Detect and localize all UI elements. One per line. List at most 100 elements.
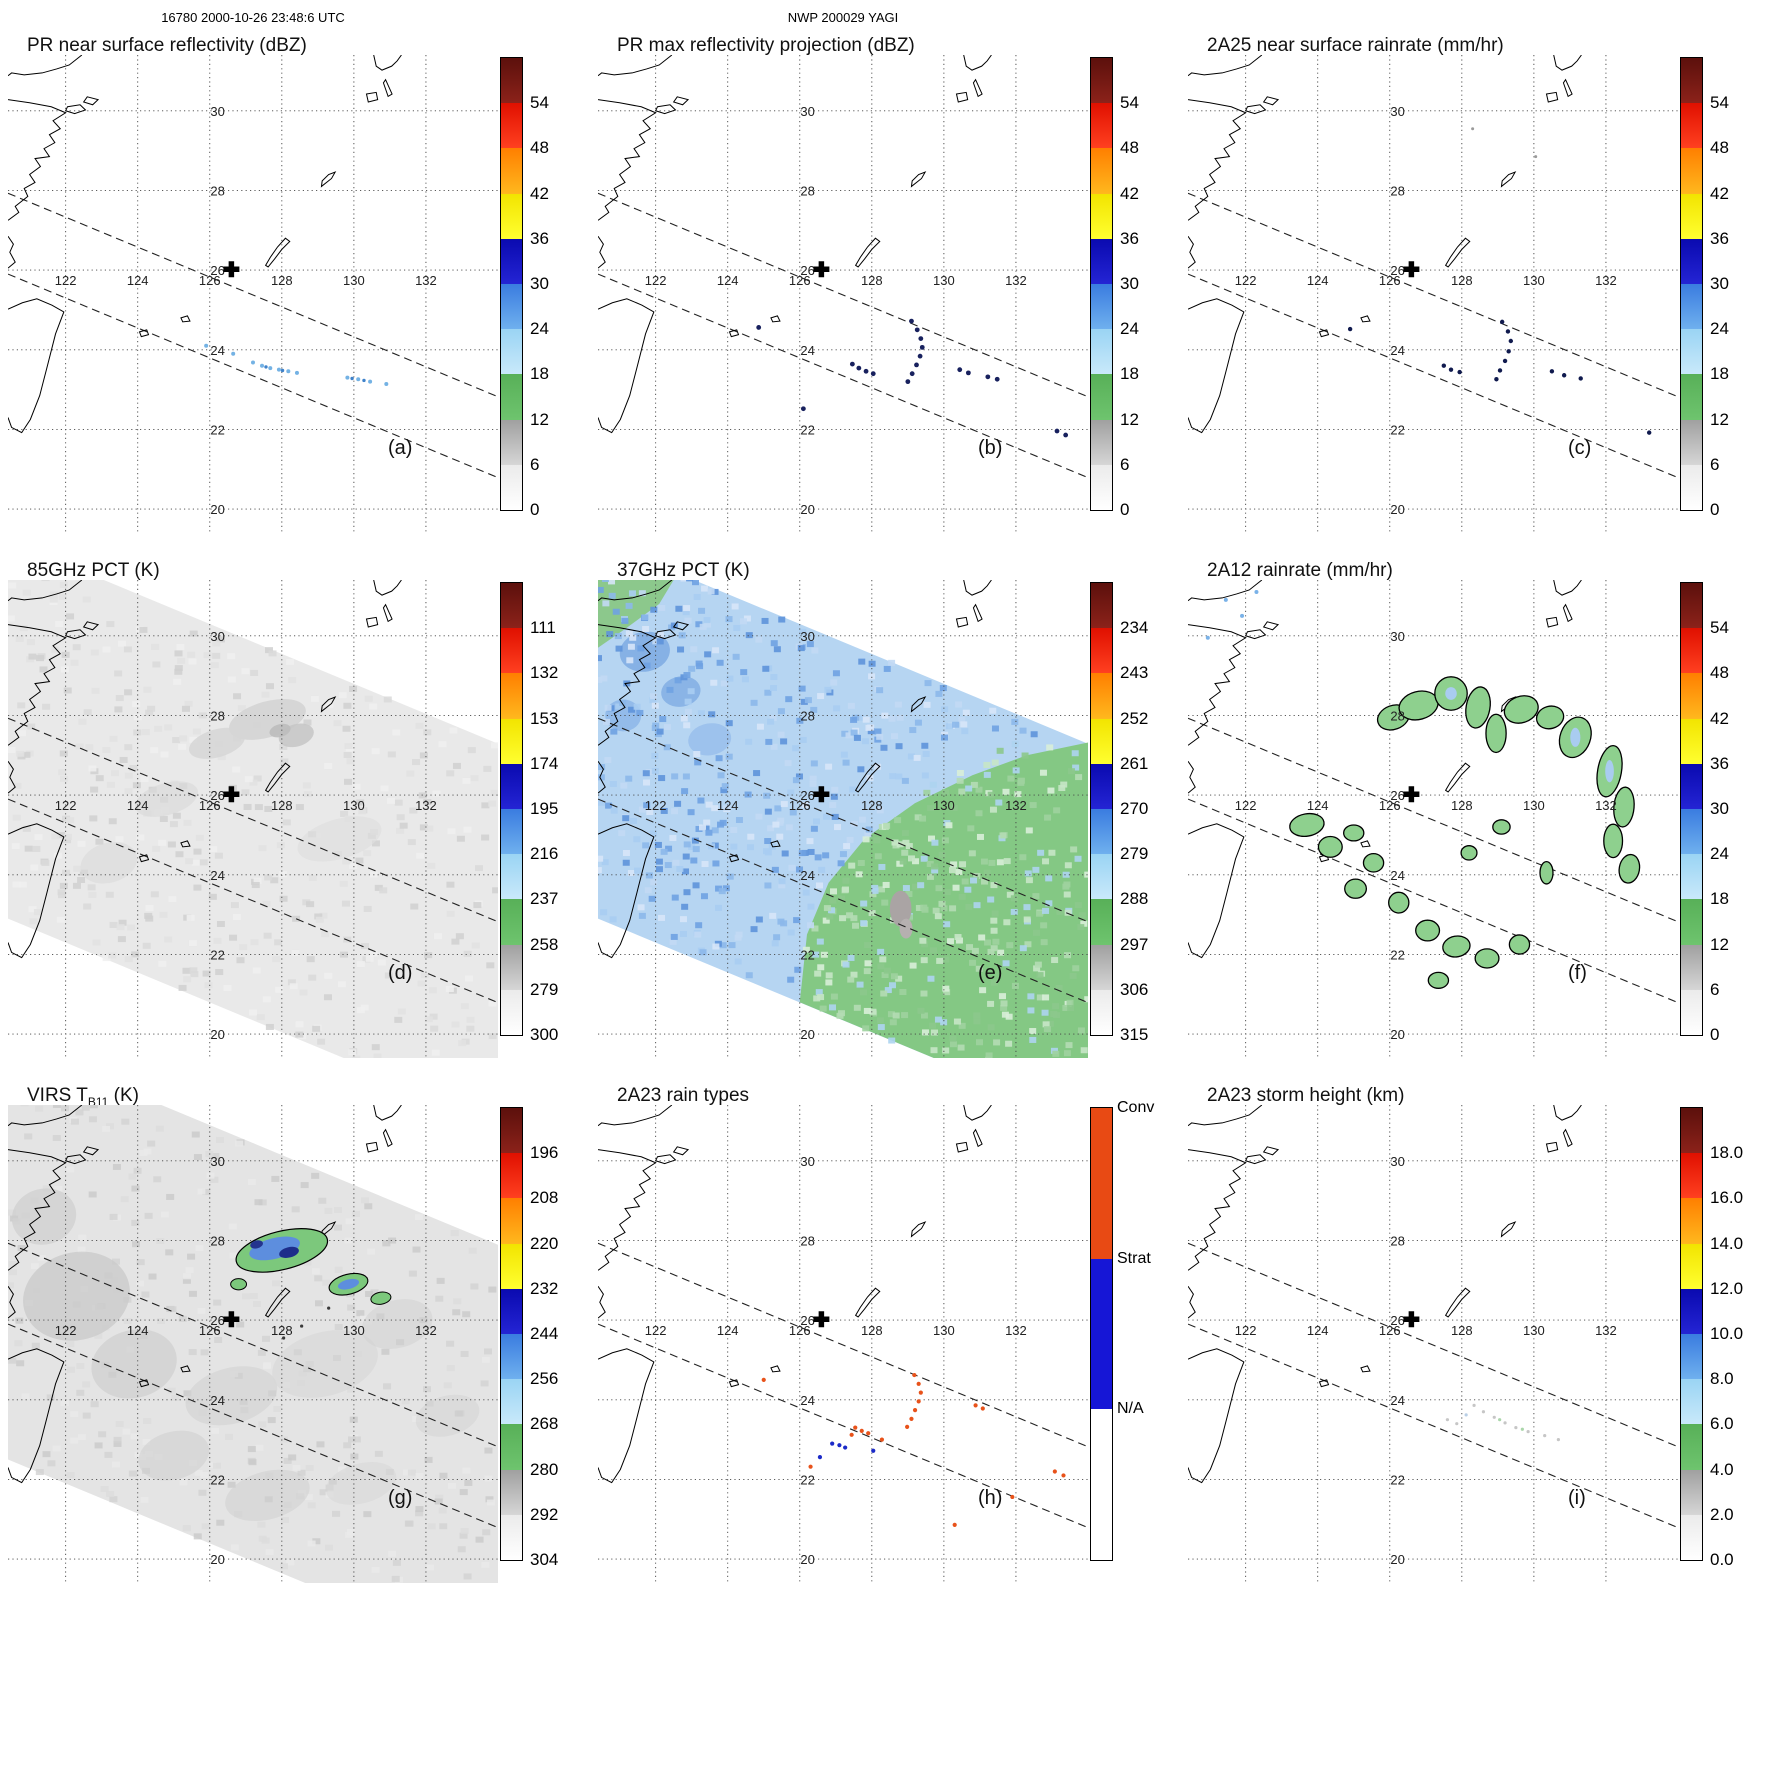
colorbar-tick: 243: [1120, 663, 1149, 683]
graticule-labels: 122 124 126 128 130 132 20 22 24 26 28 30: [1235, 104, 1617, 517]
colorbar-segment: [1681, 1424, 1702, 1470]
svg-text:30: 30: [210, 104, 224, 119]
colorbar-tick: 0: [530, 500, 540, 519]
colorbar-b: [1090, 57, 1113, 511]
colorbar-tick: 280: [530, 1459, 559, 1479]
graticule: [598, 580, 1088, 1058]
graticule: [8, 55, 498, 533]
colorbar-category-label: Strat: [1117, 1249, 1151, 1267]
colorbar-segment: [501, 1469, 522, 1515]
graticule-labels: 122 124 126 128 130 132 20 22 24 26 28 30: [645, 1154, 1027, 1567]
colorbar-segment: [1681, 628, 1702, 674]
svg-text:124: 124: [717, 1323, 739, 1338]
colorbar-tick: 279: [530, 979, 559, 999]
data-overlay: [756, 318, 1069, 438]
colorbar-tick: 8.0: [1710, 1369, 1734, 1389]
svg-text:126: 126: [789, 798, 811, 813]
colorbar-segment: [1681, 809, 1702, 855]
svg-text:130: 130: [343, 1323, 365, 1338]
colorbar-segment: [501, 1243, 522, 1289]
colorbar-tick: 256: [530, 1369, 559, 1389]
svg-text:130: 130: [933, 273, 955, 288]
svg-text:26: 26: [1390, 1313, 1404, 1328]
svg-text:30: 30: [1390, 1154, 1404, 1169]
svg-text:124: 124: [1307, 798, 1329, 813]
colorbar-tick: 12: [1710, 934, 1729, 954]
svg-text:22: 22: [1390, 947, 1404, 962]
data-overlay: [761, 1372, 1066, 1527]
swath-edge-lines: [8, 192, 498, 479]
svg-text:22: 22: [210, 1472, 224, 1487]
colorbar-h: [1090, 1107, 1113, 1561]
colorbar-tick: 196: [530, 1143, 559, 1163]
colorbar-segment: [1091, 989, 1112, 1036]
colorbar-c: [1680, 57, 1703, 511]
colorbar-tick: 54: [530, 93, 549, 113]
svg-text:20: 20: [210, 1027, 224, 1042]
colorbar-segment: [501, 1198, 522, 1244]
swath-edge-lines: [1188, 1242, 1678, 1529]
colorbar-tick: 30: [530, 274, 549, 293]
svg-text:30: 30: [800, 104, 814, 119]
colorbar-segment: [1681, 1108, 1702, 1154]
colorbar-segment: [1091, 58, 1112, 104]
colorbar-segment: [1091, 1409, 1112, 1561]
panel-letter-b: (b): [978, 437, 1003, 459]
coastlines: [598, 55, 992, 434]
colorbar-segment: [501, 1153, 522, 1199]
colorbar-segment: [1681, 1379, 1702, 1425]
svg-text:128: 128: [1451, 273, 1473, 288]
colorbar-tick: 42: [530, 183, 549, 203]
panel-e: 37GHz PCT (K) 122 124 126 128 130 132 20 22 24 26 2…: [590, 550, 1180, 1075]
svg-text:22: 22: [800, 1472, 814, 1487]
panel-h: 2A23 rain types 122 124 126 128 130 132 20 22 24 2…: [590, 1075, 1180, 1600]
map-panel-c: 122 124 126 128 130 132 20 22 24 26 28 30: [1188, 55, 1678, 533]
coastlines: [8, 55, 402, 434]
colorbar-segment: [1681, 193, 1702, 239]
colorbar-segment: [1681, 329, 1702, 375]
svg-text:24: 24: [1390, 868, 1404, 883]
svg-text:124: 124: [1307, 273, 1329, 288]
colorbar-segment: [1091, 583, 1112, 629]
svg-text:20: 20: [800, 1027, 814, 1042]
storm-center-marker: [1403, 786, 1420, 803]
svg-text:24: 24: [210, 868, 224, 883]
svg-text:24: 24: [1390, 343, 1404, 358]
colorbar-segment: [1091, 284, 1112, 330]
svg-text:26: 26: [800, 788, 814, 803]
colorbar-segment: [501, 148, 522, 194]
graticule-labels: 122 124 126 128 130 132 20 22 24 26 28 30: [55, 1154, 437, 1567]
storm-center-marker: [1403, 261, 1420, 278]
svg-text:132: 132: [415, 273, 437, 288]
colorbar-segment: [1091, 374, 1112, 420]
orbit-timestamp-caption: 16780 2000-10-26 23:48:6 UTC: [161, 10, 345, 25]
data-underlay: [598, 580, 1088, 1058]
svg-text:30: 30: [210, 629, 224, 644]
graticule-labels: 122 124 126 128 130 132 20 22 24 26 28 30: [645, 629, 1027, 1042]
svg-text:26: 26: [800, 263, 814, 278]
data-underlay: [8, 1105, 498, 1583]
colorbar-segment: [1681, 583, 1702, 629]
graticule-labels: 122 124 126 128 130 132 20 22 24 26 28 30: [1235, 1154, 1617, 1567]
colorbar-tick: 54: [1710, 93, 1729, 113]
svg-text:126: 126: [199, 798, 221, 813]
colorbar-tick: 18: [1710, 364, 1729, 384]
svg-text:122: 122: [55, 1323, 77, 1338]
colorbar-segment: [501, 1514, 522, 1561]
colorbar-tick: 54: [1120, 93, 1139, 113]
svg-text:126: 126: [1379, 798, 1401, 813]
map-panel-d: 122 124 126 128 130 132 20 22 24 26 28 30: [8, 580, 498, 1058]
svg-text:124: 124: [717, 273, 739, 288]
colorbar-tick: 36: [1710, 228, 1729, 248]
colorbar-segment: [1681, 1469, 1702, 1515]
svg-text:30: 30: [1390, 629, 1404, 644]
colorbar-tick: 252: [1120, 708, 1149, 728]
colorbar-segment: [501, 899, 522, 945]
svg-text:132: 132: [1595, 798, 1617, 813]
colorbar-segment: [501, 989, 522, 1036]
colorbar-segment: [1091, 1108, 1112, 1259]
colorbar-tick: 306: [1120, 979, 1149, 999]
coastlines: [8, 580, 402, 959]
colorbar-segment: [501, 329, 522, 375]
